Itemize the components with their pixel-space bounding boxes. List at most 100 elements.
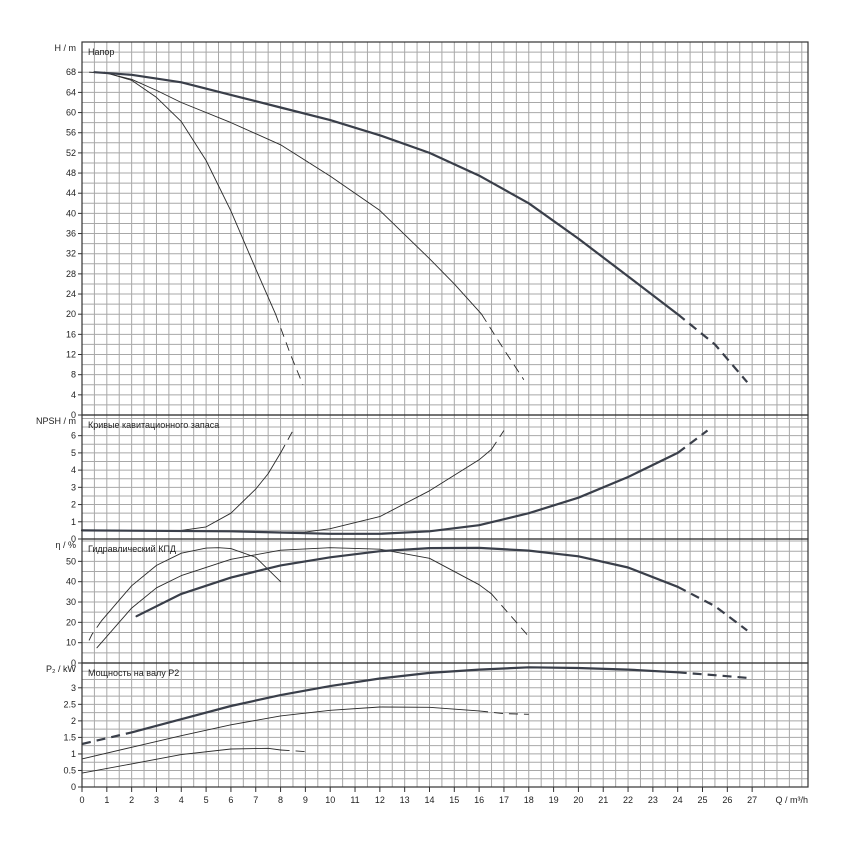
y-tick-label: 1 [71, 749, 76, 759]
x-tick-label: 5 [204, 795, 209, 805]
y-tick-label: 68 [66, 67, 76, 77]
curve-power-3-dashed [677, 671, 748, 679]
curve-power-1-solid [81, 706, 480, 760]
y-tick-label: 40 [66, 208, 76, 218]
panel-frame-efficiency [81, 538, 809, 664]
x-tick-label: 23 [648, 795, 658, 805]
y-tick-label: 12 [66, 350, 76, 360]
panel-title-efficiency: Гидравлический КПД [88, 544, 176, 554]
panel-title-power: Мощность на валу Р2 [88, 668, 179, 678]
x-axis-label: Q / m³/h [775, 795, 808, 805]
y-tick-label: 56 [66, 128, 76, 138]
x-tick-label: 11 [350, 795, 359, 805]
y-tick-label: 30 [66, 597, 76, 607]
y-tick-label: 44 [66, 188, 76, 198]
y-tick-label: 0.5 [63, 765, 76, 775]
x-tick-label: 14 [424, 795, 434, 805]
y-tick-label: 40 [66, 577, 76, 587]
y-tick-label: 2.5 [63, 699, 76, 709]
curve-efficiency-1-dashed [491, 593, 530, 637]
x-tick-label: 13 [400, 795, 410, 805]
x-tick-label: 6 [228, 795, 233, 805]
x-tick-label: 0 [79, 795, 84, 805]
curve-power-2-dashed [81, 731, 132, 746]
x-tick-label: 2 [129, 795, 134, 805]
curve-head-2-solid [93, 71, 679, 316]
y-tick-label: 2 [71, 716, 76, 726]
x-tick-label: 25 [698, 795, 708, 805]
x-tick-label: 27 [747, 795, 757, 805]
y-axis-label-head: H / m [55, 43, 77, 53]
y-tick-label: 4 [71, 390, 76, 400]
y-axis-label-efficiency: η / % [55, 540, 76, 550]
curve-npsh-1-dashed [491, 430, 505, 450]
y-tick-label: 2 [71, 500, 76, 510]
x-tick-label: 9 [303, 795, 308, 805]
panel-frame-npsh [81, 414, 809, 540]
x-tick-label: 20 [573, 795, 583, 805]
curve-head-0-solid [103, 71, 277, 315]
panel-title-head: Напор [88, 47, 114, 57]
y-tick-label: 0 [71, 410, 76, 420]
y-tick-label: 10 [66, 638, 76, 648]
y-tick-label: 5 [71, 448, 76, 458]
curve-head-1-dashed [481, 313, 525, 380]
curve-npsh-2-solid [80, 451, 679, 535]
curve-efficiency-0-solid [101, 547, 282, 621]
curve-efficiency-0-dashed [86, 620, 103, 645]
y-tick-label: 6 [71, 431, 76, 441]
curve-npsh-0-dashed [280, 430, 294, 454]
x-tick-label: 12 [375, 795, 385, 805]
y-tick-label: 8 [71, 370, 76, 380]
y-tick-label: 3 [71, 683, 76, 693]
x-tick-label: 21 [598, 795, 608, 805]
curve-power-0-dashed [280, 749, 306, 753]
x-tick-label: 16 [474, 795, 484, 805]
panel-frame-head [81, 41, 809, 416]
y-tick-label: 60 [66, 108, 76, 118]
curve-head-0-dashed [275, 314, 304, 385]
x-tick-label: 22 [623, 795, 633, 805]
y-tick-label: 24 [66, 289, 76, 299]
y-tick-label: 1 [71, 517, 76, 527]
panel-title-npsh: Кривые кавитационного запаса [88, 420, 219, 430]
y-axis-label-npsh: NPSH / m [36, 416, 76, 426]
y-tick-label: 32 [66, 249, 76, 259]
x-tick-label: 15 [449, 795, 459, 805]
x-tick-label: 10 [325, 795, 335, 805]
curve-power-2-solid [130, 666, 679, 734]
y-tick-label: 52 [66, 148, 76, 158]
frame-layer [78, 41, 809, 792]
curve-layer [80, 71, 749, 774]
y-tick-label: 64 [66, 87, 76, 97]
x-tick-label: 4 [179, 795, 184, 805]
x-tick-label: 3 [154, 795, 159, 805]
curve-power-1-dashed [479, 710, 529, 715]
x-tick-label: 17 [499, 795, 509, 805]
y-tick-label: 50 [66, 556, 76, 566]
x-tick-label: 26 [722, 795, 732, 805]
curve-efficiency-2-dashed [677, 585, 748, 632]
y-tick-label: 0 [71, 534, 76, 544]
y-tick-label: 28 [66, 269, 76, 279]
panel-frame-power [81, 662, 809, 788]
curve-head-1-solid [88, 71, 483, 315]
y-tick-label: 0 [71, 782, 76, 792]
curve-head-2-dashed [677, 313, 749, 383]
x-tick-label: 18 [524, 795, 534, 805]
y-tick-label: 0 [71, 658, 76, 668]
curve-efficiency-1-solid [96, 547, 492, 649]
x-tick-label: 7 [253, 795, 258, 805]
y-tick-label: 1.5 [63, 732, 76, 742]
curve-efficiency-2-solid [135, 546, 679, 618]
y-tick-label: 48 [66, 168, 76, 178]
x-tick-label: 19 [549, 795, 559, 805]
y-tick-label: 4 [71, 465, 76, 475]
curve-npsh-2-dashed [677, 429, 709, 454]
y-axis-label-power: P₂ / kW [46, 664, 76, 674]
y-tick-label: 36 [66, 229, 76, 239]
curve-power-0-solid [81, 747, 282, 774]
y-tick-label: 16 [66, 329, 76, 339]
